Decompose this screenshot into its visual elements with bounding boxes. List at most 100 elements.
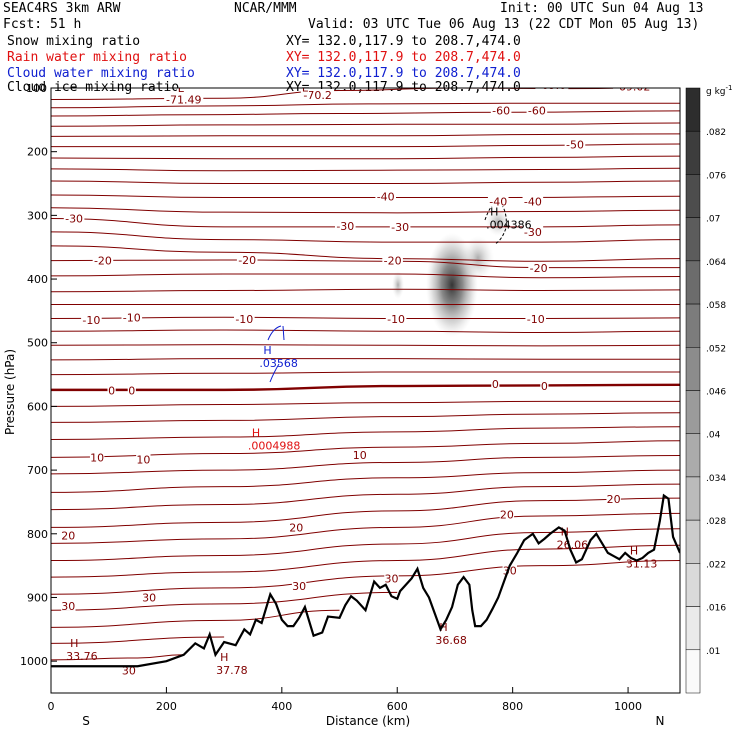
y-tick-label-8: 1000 xyxy=(20,655,48,668)
contour-line-36 xyxy=(51,591,398,611)
y-tick-label-6: 800 xyxy=(27,528,48,541)
colorbar-label-8: .04 xyxy=(706,431,721,441)
contour-label-bg xyxy=(526,104,548,116)
contour-label-bg xyxy=(61,529,76,541)
contour-line-18 xyxy=(51,316,680,320)
extremum-mark-2: H xyxy=(252,427,260,440)
contour-line-38 xyxy=(51,636,225,644)
y-tick-label-3: 500 xyxy=(27,337,48,350)
contour-line-28 xyxy=(51,454,680,475)
mixing-ratio-contours xyxy=(267,199,507,383)
y-axis: 200 300 400 500 600 700 800 900 1000 100 xyxy=(20,82,57,668)
contour-label-bg xyxy=(300,88,310,93)
colorbar-cell-6 xyxy=(685,347,701,391)
extremum-value-1: .03568 xyxy=(259,357,298,370)
contour-label-bg xyxy=(540,380,549,392)
contour-label-bg xyxy=(121,311,143,323)
contour-label-bg xyxy=(502,564,517,576)
contour-label-8: -50 xyxy=(566,139,584,152)
contour-label-bg xyxy=(389,220,411,232)
contour-label-17: -20 xyxy=(238,254,256,267)
contour-line-13 xyxy=(51,245,680,262)
contour-label-41: 30 xyxy=(122,665,136,678)
contour-label-22: -10 xyxy=(235,313,253,326)
contour-label-31: 10 xyxy=(353,449,367,462)
contour-line-27 xyxy=(51,440,680,458)
contour-label-33: 20 xyxy=(289,521,303,534)
contour-line-22 xyxy=(51,371,680,376)
contour-line-8 xyxy=(51,180,680,185)
contour-label-29: 10 xyxy=(90,451,104,464)
x-tick-label-5: 1000 xyxy=(614,700,642,713)
colorbar-cell-11 xyxy=(685,563,701,607)
contour-line-16 xyxy=(51,288,680,293)
contour-label-bg xyxy=(606,492,621,504)
forecast-hour: Fcst: 51 h xyxy=(3,17,82,32)
colorbar-cell-0 xyxy=(685,87,701,132)
extremum-value-7: 31.13 xyxy=(626,557,658,570)
cloud-ice-contour xyxy=(484,199,507,245)
contour-label-38: 30 xyxy=(292,580,306,593)
contour-label-27: 0 xyxy=(492,378,499,391)
contour-line-37 xyxy=(51,609,340,628)
contour-label-bg xyxy=(121,664,137,676)
extremum-value-6: 26.06 xyxy=(557,538,589,551)
contour-label-39: 30 xyxy=(384,572,398,585)
contour-label-0: -71.49 xyxy=(166,93,201,106)
contour-line-39 xyxy=(51,654,184,661)
contour-line-35 xyxy=(51,560,680,595)
extremum-mark-0: H xyxy=(490,206,498,219)
extremum-value-2: .0004988 xyxy=(248,440,300,453)
contour-label-bg xyxy=(89,451,105,463)
cloud-ice-left xyxy=(392,271,404,299)
field-name-cloud-water: Cloud water mixing ratio xyxy=(7,66,195,81)
contour-label-bg xyxy=(525,313,547,325)
y-tick-label-top: 100 xyxy=(26,82,47,95)
contour-line-10 xyxy=(51,207,680,214)
contour-line-30 xyxy=(51,483,680,511)
colorbar-cell-7 xyxy=(685,390,701,434)
y-tick-label-7: 900 xyxy=(27,591,48,604)
cloud-ice-upper xyxy=(486,208,510,236)
colorbar-label-11: .022 xyxy=(706,560,726,570)
y-tick-label-5: 700 xyxy=(27,464,48,477)
contour-label-bg xyxy=(613,88,653,92)
contour-label-13: -30 xyxy=(336,220,354,233)
contour-label-20: -10 xyxy=(82,314,100,327)
contour-label-bg xyxy=(352,448,367,460)
contour-line-6 xyxy=(51,155,680,160)
contour-line-32 xyxy=(51,512,680,544)
x-end-label-south: S xyxy=(82,714,90,728)
colorbar-label-3: .07 xyxy=(706,215,720,225)
colorbar-label-4: .064 xyxy=(706,258,726,268)
contour-label-15: -30 xyxy=(524,226,542,239)
contour-line-1 xyxy=(51,102,680,109)
colorbar-label-2: .076 xyxy=(706,171,726,181)
x-tick-label-0: 0 xyxy=(48,700,55,713)
extremum-value-0: .004386 xyxy=(486,219,531,232)
contour-label-21: -10 xyxy=(123,311,141,324)
contour-label-34: 20 xyxy=(500,509,514,522)
y-tick-label-4: 600 xyxy=(27,400,48,413)
contour-labels: -71.49L-70.2L -69.6 -69.02-60 -60-50-40 -40-… xyxy=(61,88,658,678)
contour-line-31 xyxy=(51,497,680,528)
contour-line-34 xyxy=(51,544,680,578)
contour-label-bg xyxy=(136,453,151,465)
extremum-mark-4: H xyxy=(220,651,228,664)
contour-label-bg xyxy=(384,572,399,584)
cloud-ice-lobe xyxy=(462,236,494,280)
field-name-snow: Snow mixing ratio xyxy=(7,34,141,49)
contour-label-bg xyxy=(127,384,136,396)
contour-label-9: -40 xyxy=(377,190,395,203)
contour-label-bg xyxy=(81,313,102,325)
y-axis-label: Pressure (hPa) xyxy=(3,349,17,435)
colorbar-label-13: .01 xyxy=(706,647,720,657)
colorbar-cell-3 xyxy=(685,217,701,262)
colorbar-label-6: .052 xyxy=(706,344,726,354)
contour-line-20 xyxy=(51,344,680,347)
colorbar-cell-8 xyxy=(685,433,701,478)
contour-label-24: -10 xyxy=(527,313,545,326)
cloud-water-contour-right xyxy=(282,325,285,341)
x-end-label-north: N xyxy=(656,714,665,728)
contour-label-7: -60 xyxy=(528,104,546,117)
